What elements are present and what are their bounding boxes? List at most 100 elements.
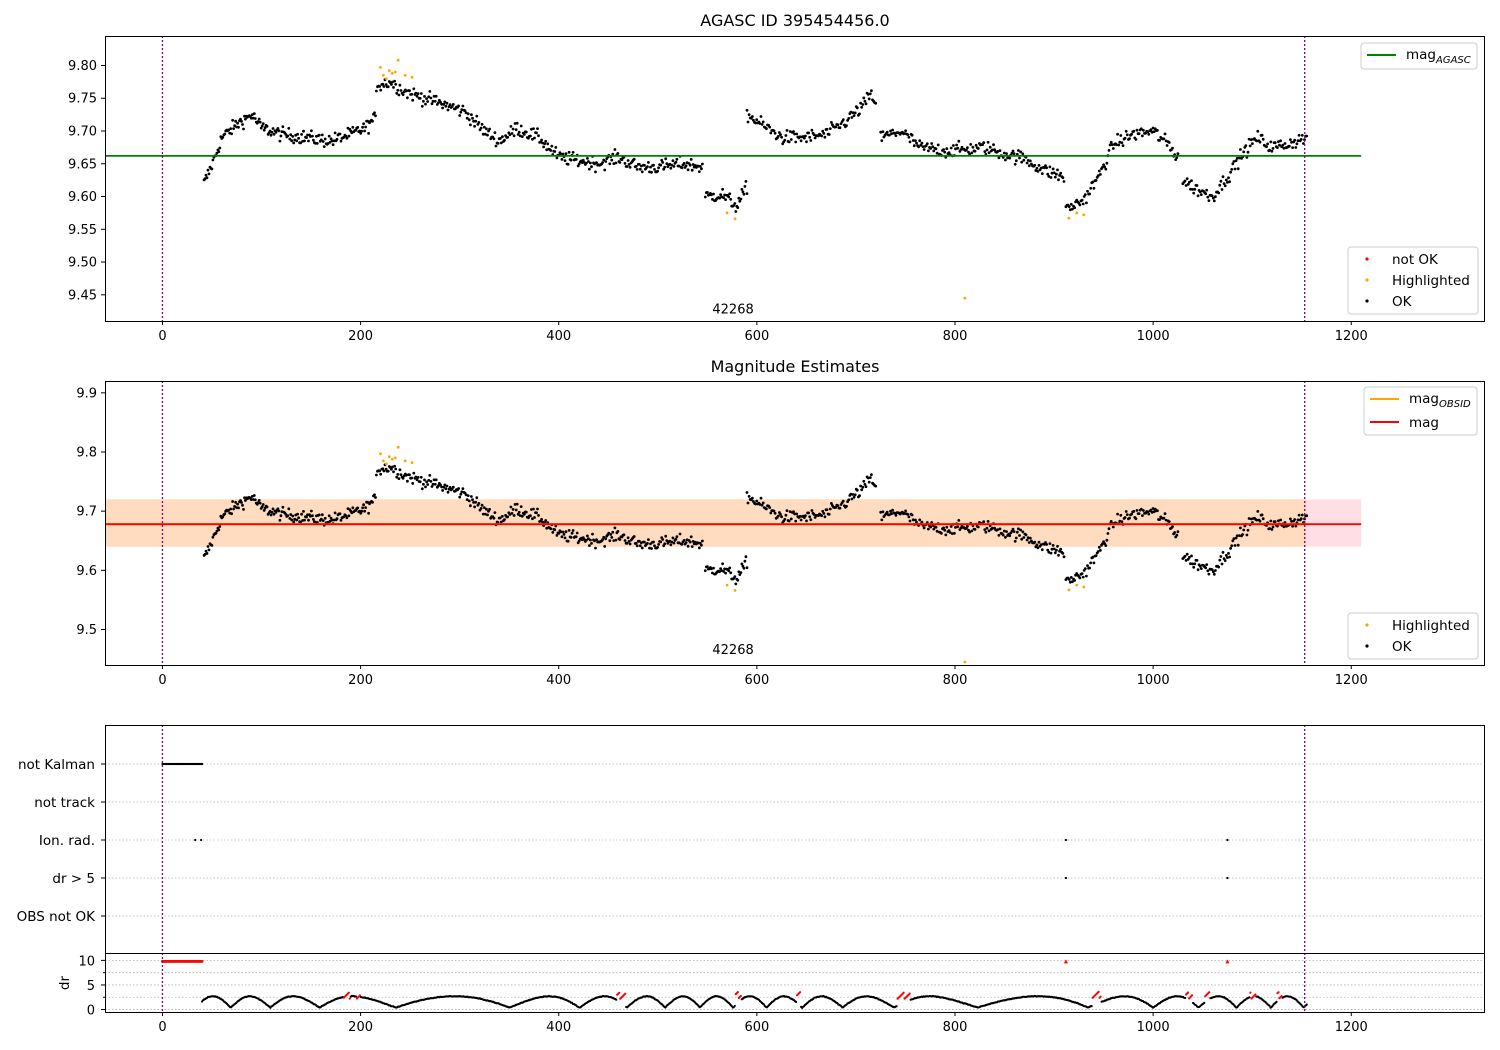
ok-point	[511, 127, 515, 131]
ok-point	[215, 151, 219, 155]
y-tick-label: 9.70	[68, 125, 97, 140]
ok-point	[401, 476, 405, 480]
ok-point	[954, 526, 957, 529]
ok-point	[1211, 196, 1215, 200]
ok-point	[392, 470, 395, 474]
ok-point	[1096, 550, 1100, 553]
ok-point	[1299, 517, 1303, 521]
ok-point	[1105, 161, 1109, 165]
ok-point	[594, 546, 597, 550]
ok-point	[458, 495, 462, 499]
ok-point	[1228, 555, 1231, 559]
ok-point	[474, 500, 478, 504]
ok-point	[974, 143, 978, 147]
ok-point	[1028, 159, 1032, 163]
ok-point	[262, 509, 266, 512]
ok-point	[367, 511, 370, 515]
ok-point	[1239, 526, 1242, 530]
ok-point	[1011, 149, 1015, 153]
ok-point	[1279, 518, 1282, 522]
ok-point	[1071, 580, 1074, 584]
ok-point	[827, 133, 831, 136]
ok-point	[1089, 186, 1093, 190]
ok-point	[1039, 166, 1043, 170]
ok-point	[765, 127, 768, 131]
ok-point	[427, 95, 431, 99]
dr-clipped-marker	[1225, 959, 1230, 964]
ok-point	[758, 503, 762, 506]
ok-point	[1249, 138, 1253, 142]
ok-point	[721, 562, 724, 566]
ok-point	[1020, 160, 1024, 164]
ok-point	[287, 126, 291, 130]
ok-point	[210, 544, 214, 547]
ok-point	[332, 139, 336, 143]
ok-point	[965, 527, 968, 530]
ok-point	[769, 511, 773, 515]
magnitude-estimates-legend-points: Highlighted OK	[1347, 612, 1479, 660]
ok-point	[821, 129, 825, 133]
agasc-legend-mag-agasc-main: mag	[1406, 47, 1436, 63]
ok-point	[1012, 152, 1016, 156]
highlighted-point	[384, 462, 388, 466]
ok-point	[1101, 165, 1104, 169]
ok-point	[675, 157, 679, 161]
ok-point	[475, 114, 479, 118]
ok-point	[425, 480, 428, 484]
ok-point	[659, 540, 663, 544]
ok-point	[868, 476, 872, 479]
ok-point	[1227, 176, 1230, 180]
ok-point	[1283, 521, 1287, 524]
ok-point	[1052, 171, 1056, 175]
ok-point	[925, 521, 929, 524]
ok-point	[320, 133, 324, 137]
ok-point	[890, 512, 893, 516]
ok-point	[588, 167, 591, 171]
ok-point	[1218, 558, 1222, 562]
ok-point	[932, 149, 936, 153]
ok-point	[927, 527, 930, 531]
ok-point	[1278, 143, 1281, 147]
ok-point	[483, 132, 487, 136]
ok-point	[441, 106, 444, 110]
ok-point	[1290, 520, 1293, 523]
ok-point	[1014, 159, 1018, 163]
ok-point	[412, 87, 416, 91]
ok-point	[924, 144, 928, 148]
magnitude-legend-mag-obsid-sub: OBSID	[1439, 399, 1471, 410]
highlighted-point	[1075, 211, 1079, 215]
ok-point	[860, 488, 864, 492]
ok-point	[1231, 539, 1235, 543]
ok-point	[1228, 180, 1231, 184]
dr-high-point	[348, 997, 351, 1000]
ok-point	[358, 129, 362, 133]
ok-point	[1217, 191, 1221, 195]
ok-point	[533, 516, 536, 519]
ok-point	[295, 518, 299, 522]
ok-point	[253, 498, 257, 502]
ok-point	[736, 206, 740, 210]
ok-point	[1212, 199, 1216, 203]
ok-point	[279, 134, 283, 138]
ok-point	[461, 104, 465, 108]
ok-point	[996, 150, 1000, 153]
ok-point	[263, 506, 267, 510]
ok-point	[567, 529, 571, 532]
ok-point	[529, 514, 532, 518]
ok-point	[260, 124, 264, 128]
ok-point	[727, 195, 731, 199]
agasc-panel-obsid-annotation: 42268	[712, 303, 753, 318]
ok-point	[1235, 534, 1239, 538]
ok-point	[506, 135, 510, 139]
ok-point	[739, 571, 743, 574]
magnitude-estimates-obsid-annotation: 42268	[712, 643, 753, 658]
ok-point	[431, 99, 435, 103]
ok-point	[214, 532, 218, 535]
ok-point	[690, 545, 694, 548]
ok-point	[1051, 167, 1055, 171]
y-tick-label: 9.80	[68, 59, 97, 74]
ok-point	[1204, 192, 1208, 196]
ok-point	[223, 512, 227, 516]
ok-point	[574, 535, 578, 539]
ok-point	[935, 151, 939, 155]
